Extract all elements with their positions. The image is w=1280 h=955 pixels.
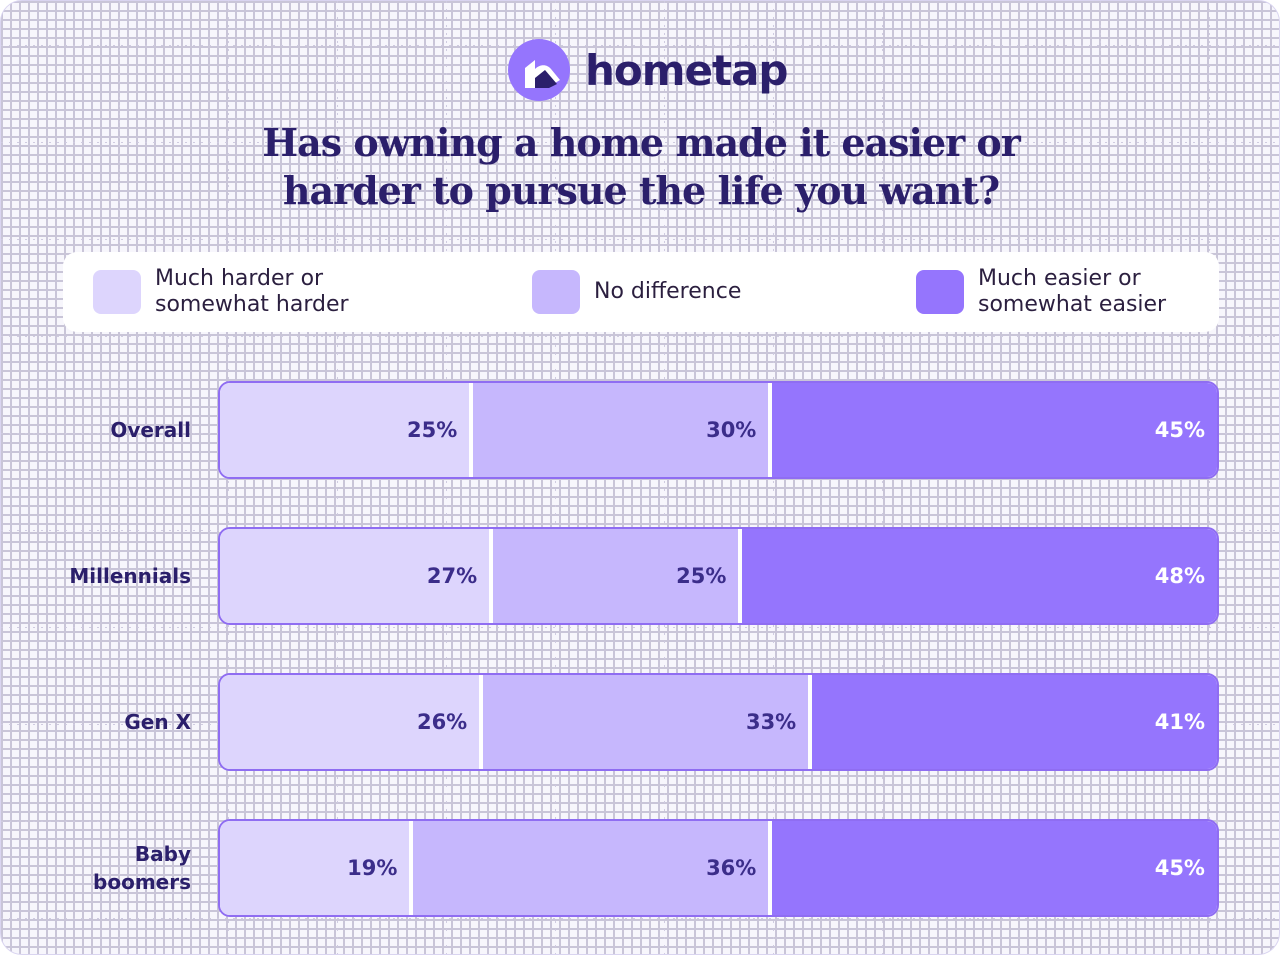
data-label: 36% xyxy=(706,856,757,880)
data-label: 27% xyxy=(426,564,478,588)
data-label: 48% xyxy=(1154,564,1205,588)
legend-label-line: somewhat easier xyxy=(978,292,1167,317)
bar-segment: 36% xyxy=(409,821,769,915)
category-label: Overall xyxy=(11,416,191,444)
legend-label-line: Much easier or xyxy=(978,266,1141,291)
legend-swatch-much-easier xyxy=(916,270,964,314)
legend-item-no-difference: No difference xyxy=(532,252,741,332)
legend-label-much-harder: Much harder or somewhat harder xyxy=(155,266,349,318)
category-label-line: Baby xyxy=(134,842,191,866)
grid-line-horizontal xyxy=(1,239,1279,240)
category-label: Gen X xyxy=(11,708,191,736)
bar-segment: 48% xyxy=(738,529,1217,623)
category-label-line: Millennials xyxy=(69,564,191,588)
title-line-1: Has owning a home made it easier or xyxy=(262,120,1021,165)
stacked-bar: 27% 25% 48% xyxy=(218,527,1219,625)
grid-line-vertical xyxy=(119,1,120,954)
legend-label-no-difference: No difference xyxy=(594,279,741,305)
title-line-2: harder to pursue the life you want? xyxy=(282,168,1000,213)
data-label: 45% xyxy=(1154,418,1205,442)
data-label: 26% xyxy=(416,710,468,734)
data-label: 30% xyxy=(706,418,757,442)
stacked-bar: 19% 36% 45% xyxy=(218,819,1219,917)
legend-label-line: Much harder or xyxy=(155,266,324,291)
stacked-bar: 25% 30% 45% xyxy=(218,381,1219,479)
stacked-bar: 26% 33% 41% xyxy=(218,673,1219,771)
legend-label-line: somewhat harder xyxy=(155,292,349,317)
bar-segment: 41% xyxy=(808,675,1217,769)
data-label: 19% xyxy=(347,856,398,880)
legend: Much harder or somewhat harder No differ… xyxy=(63,252,1219,332)
data-label: 25% xyxy=(406,418,458,442)
data-label: 45% xyxy=(1154,856,1205,880)
hometap-house-icon xyxy=(508,39,570,101)
grid-line-horizontal xyxy=(1,627,1279,628)
grid-line-horizontal xyxy=(1,45,1279,46)
legend-swatch-no-difference xyxy=(532,270,580,314)
bar-segment: 26% xyxy=(220,675,480,769)
legend-swatch-much-harder xyxy=(93,270,141,314)
grid-line-horizontal xyxy=(1,918,1279,919)
grid-line-horizontal xyxy=(1,336,1279,337)
bar-segment: 27% xyxy=(220,529,490,623)
legend-item-much-easier: Much easier or somewhat easier xyxy=(916,252,1166,332)
bar-segment: 30% xyxy=(469,383,769,477)
brand-name: hometap xyxy=(585,45,788,95)
bar-segment: 25% xyxy=(220,383,470,477)
bar-segment: 45% xyxy=(768,383,1217,477)
legend-label-line: No difference xyxy=(594,279,742,304)
data-label: 33% xyxy=(745,710,797,734)
brand-logo: hometap xyxy=(507,37,788,103)
category-label-line: Overall xyxy=(110,418,191,442)
category-label: Millennials xyxy=(11,562,191,590)
bar-segment: 19% xyxy=(220,821,410,915)
grid-line-horizontal xyxy=(1,142,1279,143)
data-label: 41% xyxy=(1154,710,1205,734)
bar-segment: 45% xyxy=(768,821,1217,915)
category-label: Baby boomers xyxy=(11,840,191,896)
bar-segment: 33% xyxy=(479,675,809,769)
category-label-line: Gen X xyxy=(124,710,191,734)
legend-label-much-easier: Much easier or somewhat easier xyxy=(978,266,1166,318)
legend-item-much-harder: Much harder or somewhat harder xyxy=(93,252,349,332)
bar-segment: 25% xyxy=(489,529,739,623)
chart-title: Has owning a home made it easier or hard… xyxy=(141,119,1141,215)
data-label: 25% xyxy=(676,564,727,588)
category-label-line: boomers xyxy=(93,870,191,894)
